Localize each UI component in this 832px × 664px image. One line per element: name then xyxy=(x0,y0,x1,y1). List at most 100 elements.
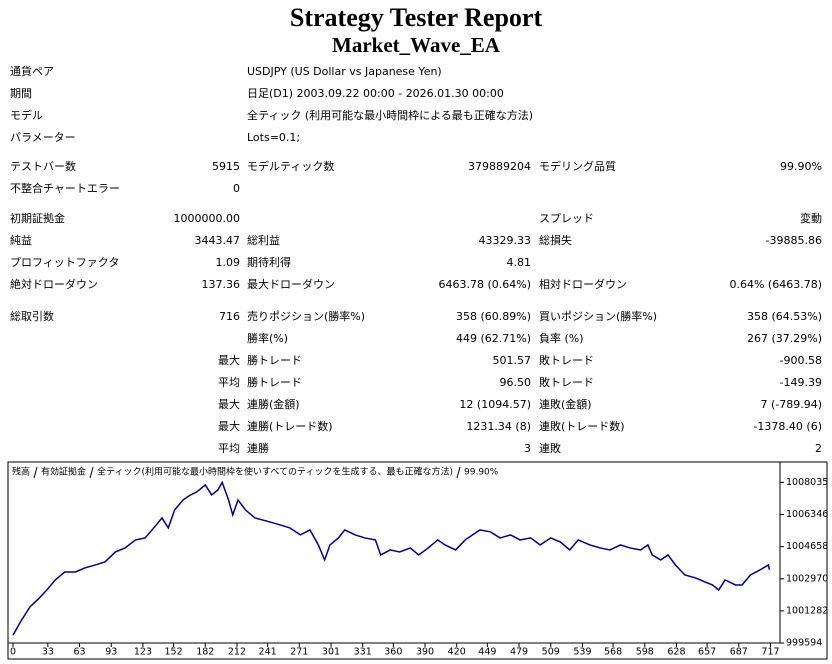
stat-label: 最大ドローダウン xyxy=(247,277,335,291)
x-tick-label: 212 xyxy=(228,647,246,658)
chart-frame xyxy=(7,461,828,660)
x-tick-label: 152 xyxy=(165,647,183,658)
stat-label: 総損失 xyxy=(539,233,572,247)
setting-value: 日足(D1) 2003.09.22 00:00 - 2026.01.30 00:… xyxy=(247,87,504,100)
stat-value: 99.90% xyxy=(780,160,822,173)
stat-value: 137.36 xyxy=(202,278,241,291)
stat-value: 3 xyxy=(524,442,531,455)
stat-value: 7 (-789.94) xyxy=(760,398,822,411)
x-tick-label: 182 xyxy=(196,647,214,658)
stat-value: 6463.78 (0.64%) xyxy=(438,278,531,291)
x-tick-label: 628 xyxy=(667,647,685,658)
stat-value: 3443.47 xyxy=(195,234,241,247)
x-tick-label: 449 xyxy=(478,647,496,658)
setting-label: パラメーター xyxy=(10,131,76,144)
x-tick-label: 598 xyxy=(636,647,654,658)
stat-label: 連勝(金額) xyxy=(247,397,300,411)
stat-label: 勝トレード xyxy=(247,353,302,367)
stat-value: 最大 xyxy=(218,353,240,367)
stat-value: 449 (62.71%) xyxy=(456,332,531,345)
x-tick-label: 568 xyxy=(604,647,622,658)
x-tick-label: 93 xyxy=(105,647,117,658)
x-tick-label: 657 xyxy=(698,647,716,658)
legend-separator xyxy=(89,466,94,479)
stat-label: 勝率(%) xyxy=(247,331,288,345)
setting-value: Lots=0.1; xyxy=(247,131,300,144)
y-tick-label: 1006346 xyxy=(786,509,828,520)
stat-label: 売りポジション(勝率%) xyxy=(247,309,365,323)
stat-value: 0.64% (6463.78) xyxy=(729,278,822,291)
stat-value: 358 (60.89%) xyxy=(456,310,531,323)
setting-label: 通貨ペア xyxy=(10,64,54,78)
x-tick-label: 0 xyxy=(10,647,16,658)
stat-label: テストバー数 xyxy=(10,160,76,173)
x-tick-label: 687 xyxy=(730,647,748,658)
stat-label: スプレッド xyxy=(539,212,594,225)
setting-value: 全ティック (利用可能な最小時間枠による最も正確な方法) xyxy=(247,108,533,122)
stat-value: 1.09 xyxy=(216,256,241,269)
x-tick-label: 717 xyxy=(761,647,779,658)
x-tick-label: 123 xyxy=(134,647,152,658)
stat-value: 267 (37.29%) xyxy=(747,332,822,345)
x-tick-label: 241 xyxy=(259,647,277,658)
y-tick-label: 1004658 xyxy=(786,541,828,552)
stat-label: 総利益 xyxy=(247,233,280,247)
x-tick-label: 390 xyxy=(416,647,434,658)
stat-value: 1231.34 (8) xyxy=(466,420,531,433)
stat-value: 5915 xyxy=(212,160,240,173)
stat-label: 絶対ドローダウン xyxy=(10,277,98,291)
stat-label: モデルティック数 xyxy=(247,159,334,173)
stat-label: 連敗(金額) xyxy=(539,397,592,411)
x-tick-label: 301 xyxy=(322,647,340,658)
stat-value: 43329.33 xyxy=(479,234,532,247)
legend-item: 有効証拠金 xyxy=(41,466,86,478)
stat-value: 2 xyxy=(815,442,822,455)
stat-label: モデリング品質 xyxy=(539,159,616,173)
x-tick-label: 33 xyxy=(42,647,54,658)
legend-item: 残高 xyxy=(12,466,30,478)
stat-value: 平均 xyxy=(218,376,240,389)
stat-label: 連勝 xyxy=(247,441,269,455)
stat-value: 501.57 xyxy=(493,354,532,367)
x-tick-label: 331 xyxy=(354,647,372,658)
x-tick-label: 479 xyxy=(510,647,528,658)
setting-value: USDJPY (US Dollar vs Japanese Yen) xyxy=(247,65,442,78)
stat-label: 買いポジション(勝率%) xyxy=(539,309,657,323)
stat-value: 最大 xyxy=(218,397,240,411)
stat-value: -39885.86 xyxy=(766,234,822,247)
stat-value: 12 (1094.57) xyxy=(459,398,531,411)
stat-label: 敗トレード xyxy=(539,353,594,367)
stat-label: 相対ドローダウン xyxy=(539,277,627,291)
stat-value: -900.58 xyxy=(780,354,822,367)
y-tick-label: 999594 xyxy=(786,638,822,649)
stat-value: -149.39 xyxy=(780,376,822,389)
title: Strategy Tester Report xyxy=(290,3,543,32)
stat-value: 最大 xyxy=(218,419,240,433)
stat-label: 不整合チャートエラー xyxy=(10,181,120,195)
x-tick-label: 360 xyxy=(384,647,402,658)
x-tick-label: 63 xyxy=(74,647,86,658)
stat-value: 96.50 xyxy=(500,376,532,389)
legend-separator xyxy=(456,466,461,479)
y-tick-label: 1008035 xyxy=(786,477,828,488)
stat-label: 期待利得 xyxy=(247,255,291,269)
legend-item: 99.90% xyxy=(464,468,499,478)
stat-value: 変動 xyxy=(800,211,822,225)
stat-label: 初期証拠金 xyxy=(10,211,65,225)
stat-label: 純益 xyxy=(10,233,32,247)
x-tick-label: 539 xyxy=(573,647,591,658)
stat-label: 敗トレード xyxy=(539,375,594,389)
stat-value: -1378.40 (6) xyxy=(753,420,822,433)
y-tick-label: 1002970 xyxy=(786,573,828,584)
stat-value: 4.81 xyxy=(507,256,532,269)
stat-value: 379889204 xyxy=(468,160,531,173)
stat-value: 0 xyxy=(233,182,240,195)
stat-label: プロフィットファクタ xyxy=(10,256,119,269)
x-tick-label: 420 xyxy=(448,647,466,658)
stat-value: 716 xyxy=(219,310,240,323)
setting-label: 期間 xyxy=(10,87,32,100)
balance-line xyxy=(12,480,771,636)
stat-label: 勝トレード xyxy=(247,375,302,389)
legend-item: 全ティック(利用可能な最小時間枠を使いすべてのティックを生成する、最も正確な方法… xyxy=(97,466,453,478)
